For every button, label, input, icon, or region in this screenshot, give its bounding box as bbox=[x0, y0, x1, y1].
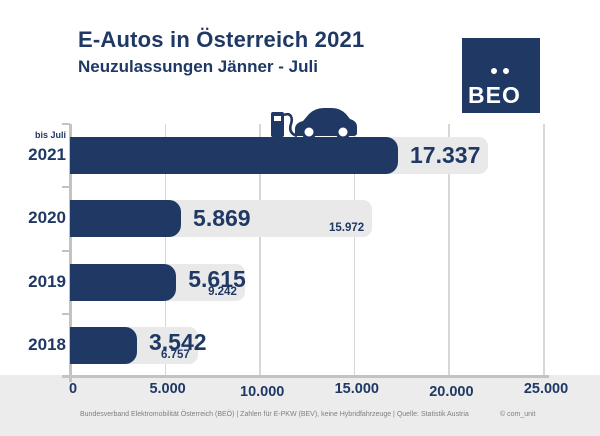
x-tick-label: 10.000 bbox=[240, 384, 285, 400]
total-label-2020: 15.972 bbox=[329, 222, 365, 235]
beo-logo-text: BEO bbox=[468, 82, 521, 108]
category-label-2019: 2019 bbox=[28, 271, 66, 291]
category-tick bbox=[62, 312, 70, 315]
total-label-2019: 9.242 bbox=[208, 285, 237, 298]
y-axis-line bbox=[69, 124, 72, 382]
value-label-2020: 5.869 bbox=[193, 205, 251, 232]
page-subtitle: Neuzulassungen Jänner - Juli bbox=[78, 57, 318, 76]
category-note-2021: bis Juli bbox=[34, 130, 66, 140]
beo-logo: BEO bbox=[462, 38, 540, 113]
x-tick-label: 20.000 bbox=[429, 384, 474, 400]
footer-strip bbox=[0, 375, 600, 436]
category-label-2020: 2020 bbox=[28, 208, 66, 228]
gridline-5.000 bbox=[164, 124, 167, 382]
electric-car-charging-icon bbox=[271, 108, 357, 137]
category-tick bbox=[62, 186, 70, 189]
x-tick-label: 15.000 bbox=[334, 381, 379, 397]
category-tick bbox=[62, 123, 70, 125]
gridline-10.000 bbox=[259, 124, 261, 382]
category-label-2021: 2021 bbox=[28, 145, 66, 164]
source-attribution: Bundesverband Elektromobilität Österreic… bbox=[80, 411, 469, 418]
copyright-note: © com_unit bbox=[500, 411, 536, 418]
bar-jan-jul-2019 bbox=[70, 263, 177, 301]
x-axis-line bbox=[62, 375, 549, 378]
x-tick-label: 0 bbox=[68, 381, 78, 397]
x-tick-label: 25.000 bbox=[523, 381, 569, 397]
category-tick bbox=[62, 249, 70, 252]
bar-jan-jul-2021 bbox=[70, 137, 399, 174]
gridline-20.000 bbox=[448, 124, 450, 382]
total-label-2018: 6.757 bbox=[161, 348, 190, 361]
bar-jan-jul-2018 bbox=[70, 326, 137, 364]
value-label-2018: 3.542 bbox=[149, 328, 207, 355]
gridline-25.000 bbox=[543, 124, 545, 382]
value-label-2021: 17.337 bbox=[410, 142, 481, 168]
page-title: E-Autos in Österreich 2021 bbox=[78, 27, 365, 52]
category-label-2018: 2018 bbox=[28, 334, 66, 354]
gridline-15.000 bbox=[353, 124, 356, 382]
value-label-2019: 5.615 bbox=[188, 265, 246, 292]
umlaut-dots-icon bbox=[491, 68, 515, 74]
bar-jan-jul-2020 bbox=[70, 200, 182, 238]
x-tick-label: 5.000 bbox=[149, 381, 186, 397]
